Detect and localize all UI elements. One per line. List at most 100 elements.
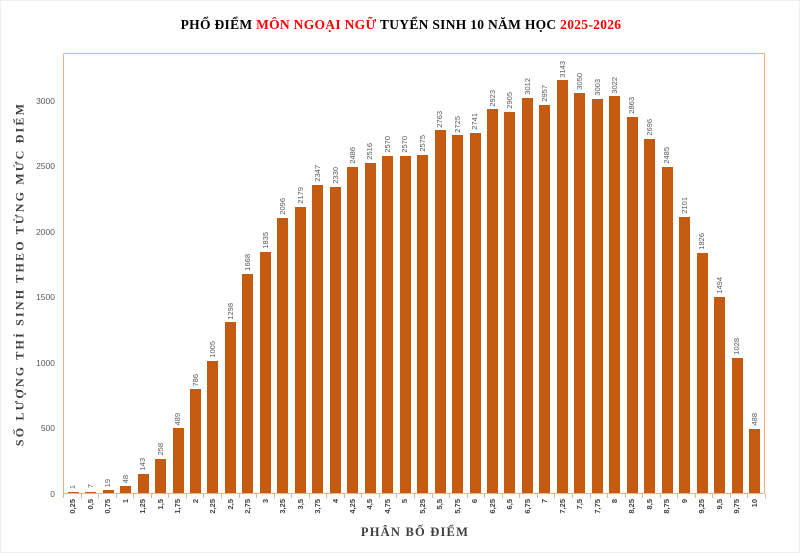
x-axis-tick-mark [589, 494, 591, 498]
bar-column: 1494 [711, 55, 728, 493]
x-axis-tick-mark [133, 494, 135, 498]
x-tick-label: 5,75 [452, 499, 462, 514]
x-axis-tick-mark [343, 494, 345, 498]
bar-column: 3022 [606, 55, 623, 493]
x-axis-tick-mark [659, 494, 661, 498]
x-tick-label: 2,25 [208, 499, 218, 514]
x-axis-tick-mark [150, 494, 152, 498]
x-tick-slot: 4 [327, 499, 344, 503]
bar-value-label: 2725 [452, 115, 462, 133]
bar [521, 97, 533, 493]
bar [504, 111, 516, 493]
bar-value-label: 7 [85, 484, 95, 489]
x-tick-slot: 8,5 [641, 499, 658, 509]
bar-column: 2863 [624, 55, 641, 493]
bar-value-label: 48 [120, 474, 130, 484]
bar [277, 217, 289, 493]
bar-value-label: 786 [190, 373, 200, 387]
bar-value-label: 1494 [714, 276, 724, 294]
x-tick-label: 0,25 [68, 499, 78, 514]
x-tick-slot: 7 [536, 499, 553, 503]
x-tick-slot: 9,5 [711, 499, 728, 509]
x-axis-tick-mark [203, 494, 205, 498]
x-tick-slot: 6,25 [484, 499, 501, 514]
x-axis-tick-mark [273, 494, 275, 498]
bar-column: 2347 [309, 55, 326, 493]
bar [539, 104, 551, 493]
bar [120, 486, 132, 493]
x-axis-tick-mark [115, 494, 117, 498]
x-tick-slot: 1,75 [169, 499, 186, 514]
x-axis-tick-mark [501, 494, 503, 498]
bar-column: 3012 [519, 55, 536, 493]
bar-column: 1668 [239, 55, 256, 493]
bar [155, 458, 167, 493]
x-tick-label: 5,5 [435, 499, 445, 510]
bar-value-label: 2575 [417, 135, 427, 152]
bar [329, 187, 341, 493]
x-tick-slot: 7,5 [571, 499, 588, 509]
x-tick-slot: 0,75 [99, 499, 116, 514]
bar [190, 389, 202, 493]
bar [679, 217, 691, 493]
x-tick-label: 8,75 [662, 499, 672, 514]
x-tick-label: 3,75 [313, 499, 323, 514]
bar-column: 2485 [658, 55, 675, 493]
x-tick-label: 9,25 [697, 499, 707, 514]
x-axis-tick-mark [168, 494, 170, 498]
y-tick-label: 2000 [36, 226, 55, 237]
x-axis-tick-mark [449, 494, 451, 498]
x-tick-label: 2,75 [243, 499, 253, 514]
x-tick-slot: 6 [466, 499, 483, 503]
x-tick-slot: 7,25 [554, 499, 571, 514]
bar-value-label: 19 [103, 478, 113, 488]
bar-value-label: 3003 [592, 79, 602, 96]
bar-column: 7 [82, 55, 99, 493]
y-tick-label: 500 [40, 423, 55, 434]
bar-value-label: 2570 [400, 135, 410, 153]
bar-column: 2905 [501, 55, 518, 493]
bar-value-label: 2863 [627, 97, 637, 115]
x-tick-slot: 4,25 [344, 499, 361, 514]
x-tick-slot: 5,75 [449, 499, 466, 514]
x-axis-tick-mark [677, 494, 679, 498]
x-axis-tick-mark [378, 494, 380, 498]
x-axis-tick-mark [624, 494, 626, 498]
x-axis-tick-mark [466, 494, 468, 498]
bar-column: 2570 [396, 55, 413, 493]
bar-value-label: 1 [68, 485, 78, 490]
bar-column: 2179 [292, 55, 309, 493]
x-axis-tick-mark [554, 494, 556, 498]
bar-value-label: 2923 [487, 89, 497, 107]
y-tick-label: 0 [50, 489, 55, 499]
bar [486, 109, 498, 493]
x-tick-label: 4,25 [347, 499, 357, 514]
x-tick-label: 1,75 [173, 499, 183, 514]
x-tick-label: 1,25 [138, 499, 148, 514]
x-axis-tick-mark [414, 494, 415, 498]
bar [172, 428, 184, 493]
x-tick-label: 4,5 [365, 499, 375, 510]
bar-value-label: 1298 [225, 302, 235, 320]
x-axis-tick-mark [519, 494, 521, 498]
x-tick-slot: 6,75 [519, 499, 536, 514]
x-tick-label: 8,25 [627, 499, 637, 514]
x-axis-tick-mark [694, 494, 696, 498]
x-axis-tick-mark [712, 494, 714, 498]
bar [714, 296, 726, 493]
x-tick-label: 3,5 [295, 499, 305, 510]
bar [626, 117, 638, 493]
bar-value-label: 2763 [435, 110, 445, 128]
bar-value-label: 258 [155, 443, 165, 456]
bar [644, 139, 656, 493]
x-tick-slot: 8 [606, 499, 623, 503]
x-tick-slot: 1,25 [134, 499, 151, 514]
x-tick-label: 9,5 [714, 499, 724, 510]
x-tick-slot: 3 [257, 499, 274, 503]
x-tick-slot: 2 [187, 499, 204, 503]
x-axis-tick-mark [396, 494, 398, 498]
x-axis-tick-mark [238, 494, 240, 498]
bar [609, 96, 621, 493]
bar-column: 2096 [274, 55, 291, 493]
